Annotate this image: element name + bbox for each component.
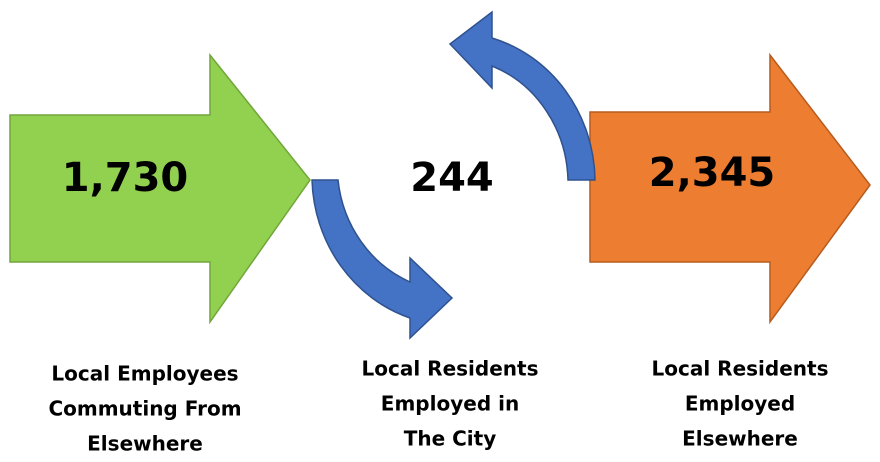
cycle-arrow-bottom [311, 179, 454, 340]
internal-label: Local Residents [362, 357, 539, 381]
outflow-label: Local Residents [652, 357, 829, 381]
internal-label: The City [404, 427, 497, 451]
outflow-arrow [589, 52, 871, 325]
inflow-arrow [9, 52, 311, 325]
internal-label: Employed in [381, 392, 519, 416]
inflow-label: Elsewhere [87, 432, 203, 456]
outflow-label: Employed [685, 392, 795, 416]
inflow-label: Local Employees [51, 362, 238, 386]
outflow-label: Elsewhere [682, 427, 798, 451]
inflow-label: Commuting From [48, 397, 241, 421]
inflow-value: 1,730 [62, 155, 189, 201]
outflow-value: 2,345 [649, 150, 776, 196]
internal-value: 244 [410, 155, 494, 201]
cycle-arrow-top [448, 10, 596, 181]
